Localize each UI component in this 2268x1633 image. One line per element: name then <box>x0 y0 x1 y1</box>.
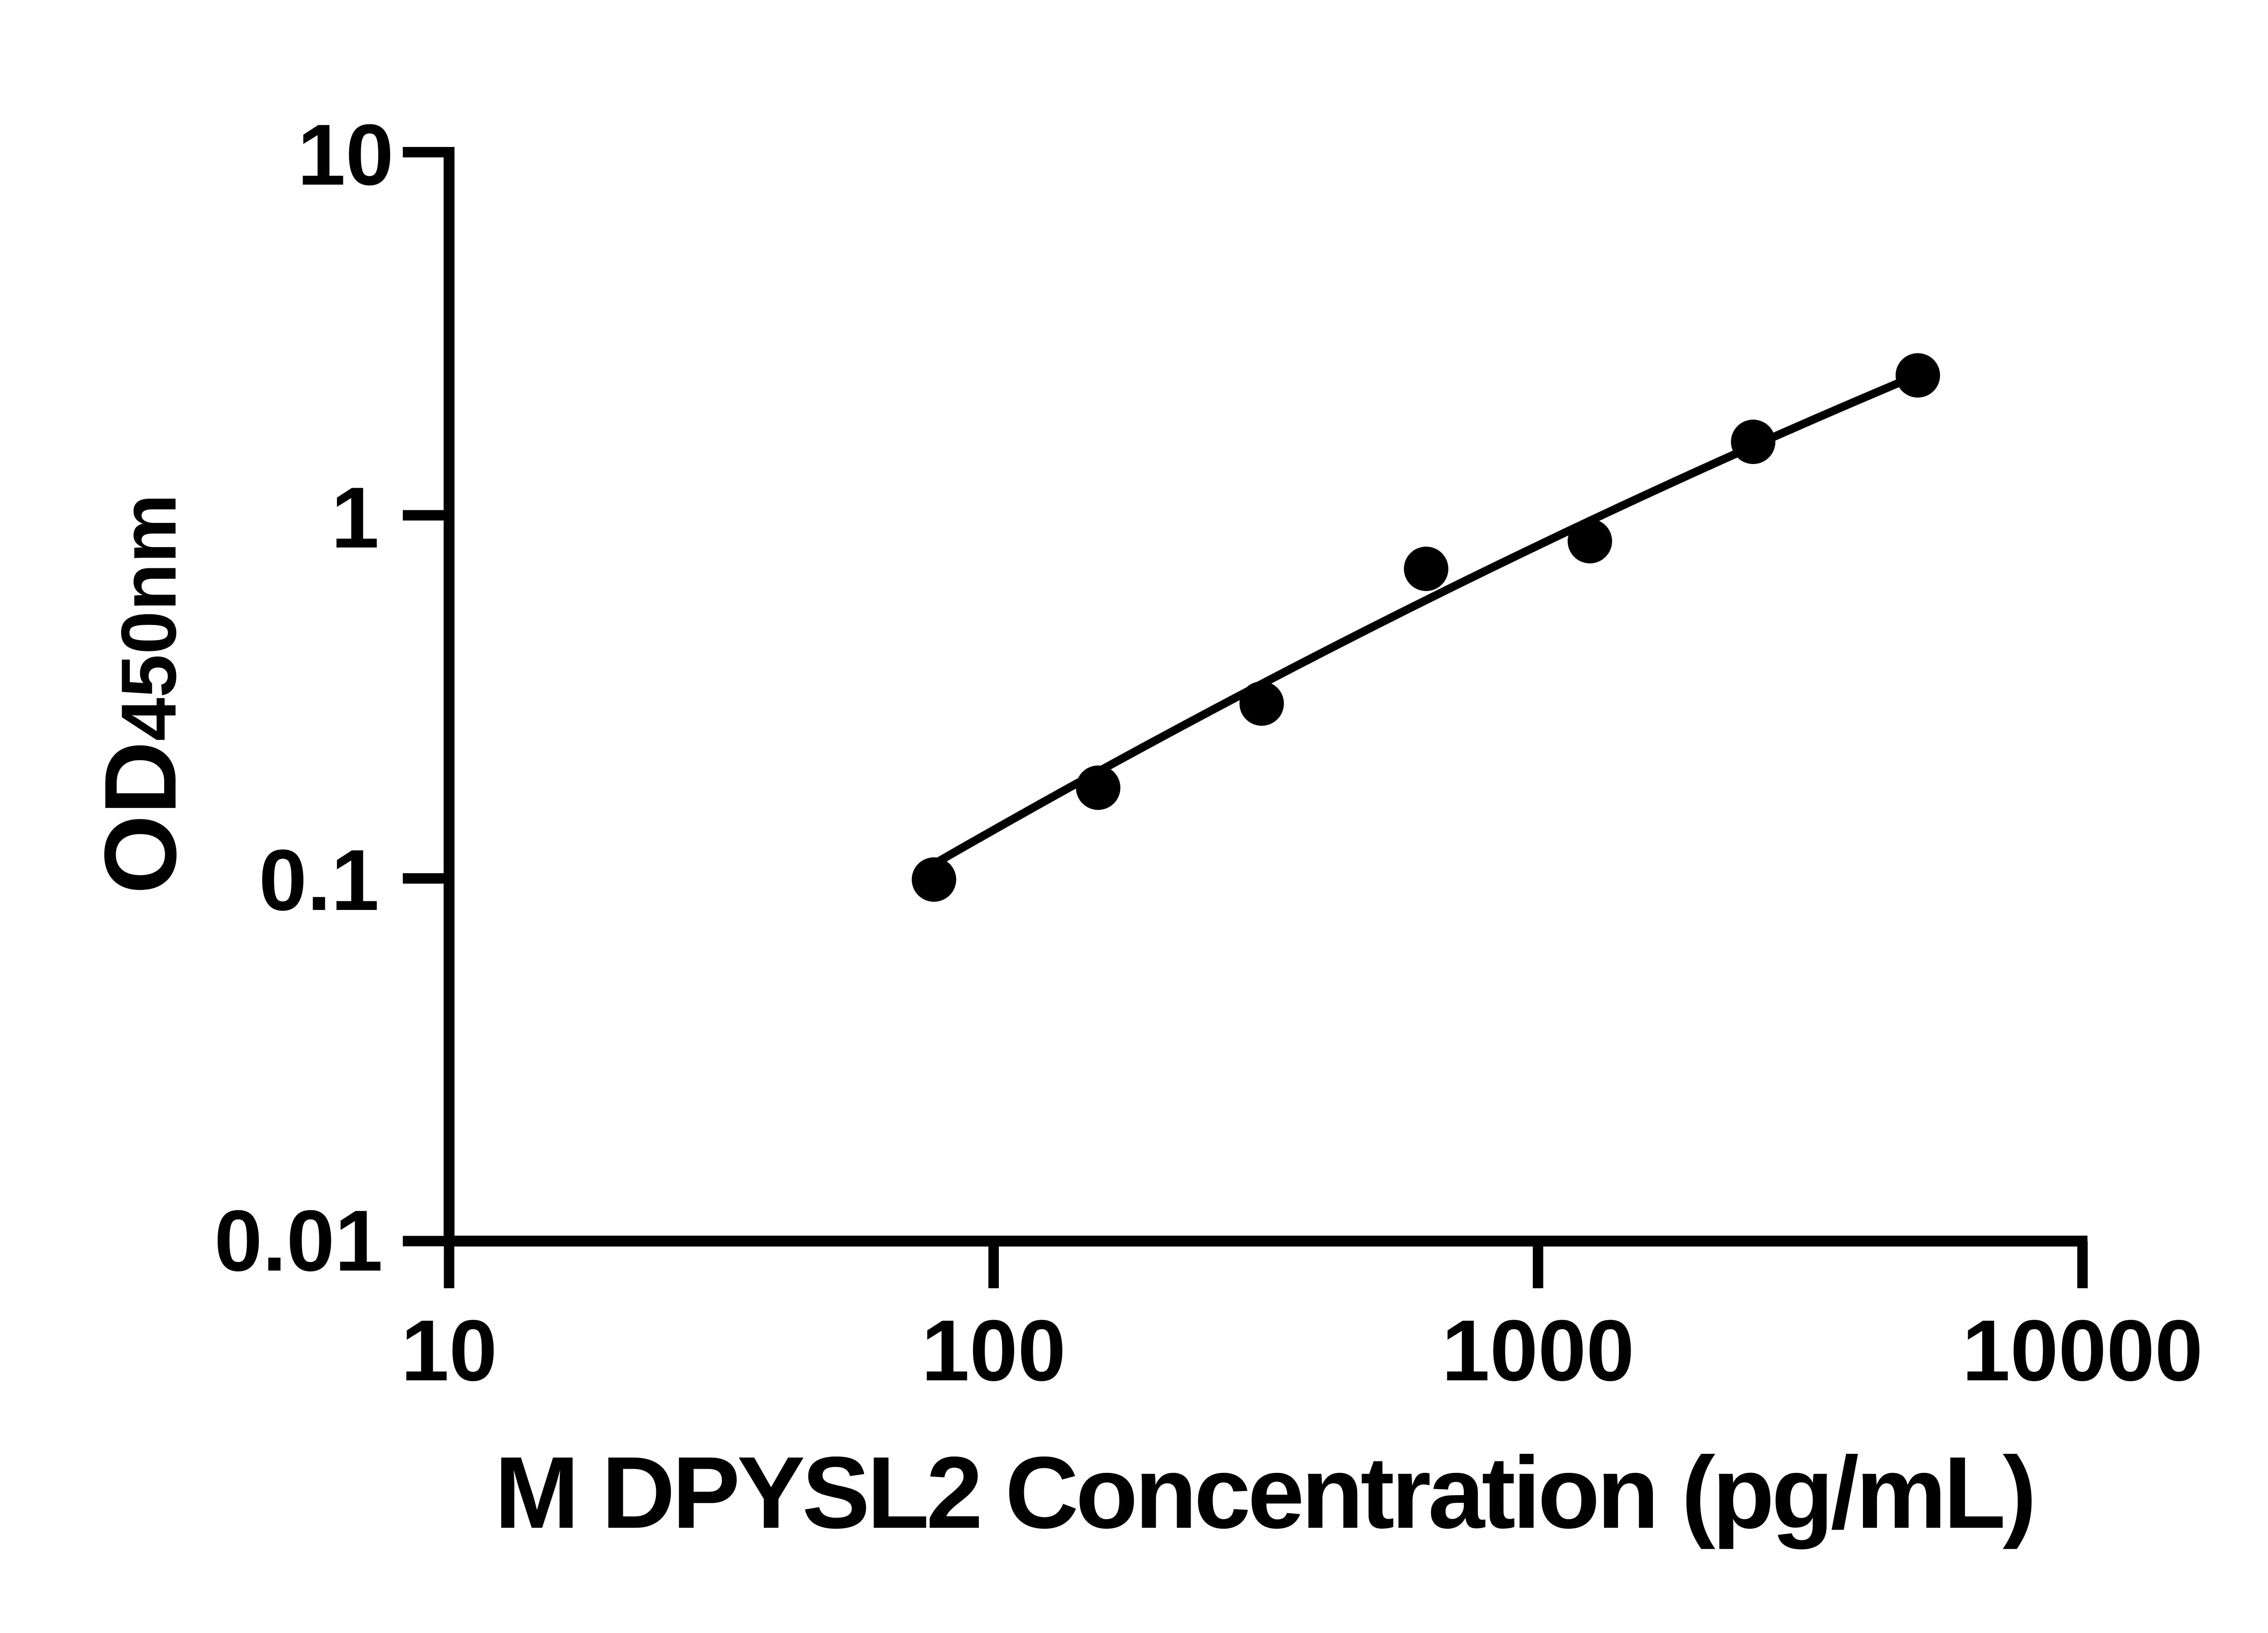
svg-text:10000: 10000 <box>1962 1302 2203 1399</box>
svg-text:M DPYSL2 Concentration (pg/mL): M DPYSL2 Concentration (pg/mL) <box>494 1435 2037 1550</box>
svg-text:10: 10 <box>298 107 394 203</box>
svg-text:0.01: 0.01 <box>214 1193 383 1289</box>
svg-text:0.1: 0.1 <box>259 832 379 929</box>
svg-text:100: 100 <box>921 1302 1066 1399</box>
svg-text:OD450nm: OD450nm <box>83 494 197 894</box>
svg-text:1000: 1000 <box>1442 1302 1634 1399</box>
svg-text:1: 1 <box>331 469 379 566</box>
svg-text:10: 10 <box>401 1302 497 1399</box>
